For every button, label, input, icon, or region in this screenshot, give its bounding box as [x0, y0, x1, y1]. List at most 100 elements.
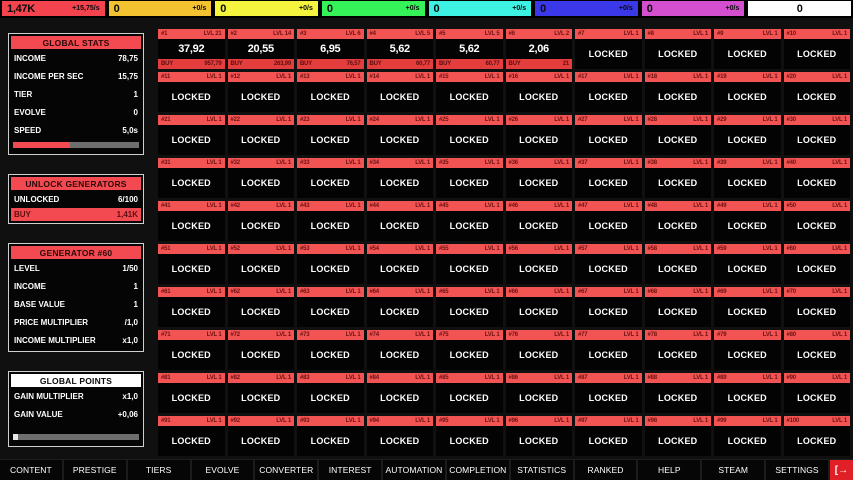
- generator-card[interactable]: #35 LVL 1 LOCKED: [436, 158, 503, 198]
- generator-card[interactable]: #14 LVL 1 LOCKED: [366, 72, 433, 112]
- generator-card[interactable]: #73 LVL 1 LOCKED: [297, 330, 364, 370]
- generator-card[interactable]: #59 LVL 1 LOCKED: [714, 244, 781, 284]
- generator-card[interactable]: #96 LVL 1 LOCKED: [505, 416, 572, 456]
- generator-card[interactable]: #26 LVL 1 LOCKED: [505, 115, 572, 155]
- generator-card[interactable]: #4 LVL 5 5,62 BUY 60,77: [366, 29, 433, 69]
- nav-button-ranked[interactable]: RANKED: [574, 460, 637, 480]
- generator-card[interactable]: #2 LVL 14 20,55 BUY 263,99: [227, 29, 294, 69]
- generator-card[interactable]: #34 LVL 1 LOCKED: [366, 158, 433, 198]
- generator-card[interactable]: #46 LVL 1 LOCKED: [505, 201, 572, 241]
- generator-card[interactable]: #1 LVL 21 37,92 BUY 957,79: [158, 29, 225, 69]
- generator-card[interactable]: #57 LVL 1 LOCKED: [575, 244, 642, 284]
- generator-card[interactable]: #42 LVL 1 LOCKED: [227, 201, 294, 241]
- generator-card[interactable]: #61 LVL 1 LOCKED: [158, 287, 225, 327]
- generator-card[interactable]: #68 LVL 1 LOCKED: [644, 287, 711, 327]
- generator-card[interactable]: #100 LVL 1 LOCKED: [783, 416, 850, 456]
- generator-card[interactable]: #58 LVL 1 LOCKED: [644, 244, 711, 284]
- generator-card[interactable]: #5 LVL 5 5,62 BUY 60,77: [436, 29, 503, 69]
- generator-card[interactable]: #83 LVL 1 LOCKED: [297, 373, 364, 413]
- generator-card[interactable]: #39 LVL 1 LOCKED: [714, 158, 781, 198]
- generator-card[interactable]: #17 LVL 1 LOCKED: [575, 72, 642, 112]
- generator-card[interactable]: #33 LVL 1 LOCKED: [297, 158, 364, 198]
- generator-card[interactable]: #80 LVL 1 LOCKED: [783, 330, 850, 370]
- generator-card[interactable]: #84 LVL 1 LOCKED: [366, 373, 433, 413]
- generator-card[interactable]: #21 LVL 1 LOCKED: [158, 115, 225, 155]
- generator-card[interactable]: #90 LVL 1 LOCKED: [783, 373, 850, 413]
- generator-card[interactable]: #45 LVL 1 LOCKED: [436, 201, 503, 241]
- generator-card[interactable]: #74 LVL 1 LOCKED: [366, 330, 433, 370]
- nav-button-settings[interactable]: SETTINGS: [766, 460, 828, 480]
- generator-card[interactable]: #40 LVL 1 LOCKED: [783, 158, 850, 198]
- generator-card[interactable]: #36 LVL 1 LOCKED: [505, 158, 572, 198]
- generator-card[interactable]: #78 LVL 1 LOCKED: [644, 330, 711, 370]
- generator-card[interactable]: #67 LVL 1 LOCKED: [575, 287, 642, 327]
- generator-card[interactable]: #37 LVL 1 LOCKED: [575, 158, 642, 198]
- nav-button-converter[interactable]: CONVERTER: [255, 460, 318, 480]
- generator-card[interactable]: #81 LVL 1 LOCKED: [158, 373, 225, 413]
- generator-card[interactable]: #6 LVL 2 2,06 BUY 21: [505, 29, 572, 69]
- exit-button[interactable]: [→: [829, 460, 853, 480]
- generator-card[interactable]: #49 LVL 1 LOCKED: [714, 201, 781, 241]
- generator-card[interactable]: #97 LVL 1 LOCKED: [575, 416, 642, 456]
- generator-card[interactable]: #55 LVL 1 LOCKED: [436, 244, 503, 284]
- generator-buy-button[interactable]: BUY 957,79: [158, 59, 225, 69]
- generator-card[interactable]: #66 LVL 1 LOCKED: [505, 287, 572, 327]
- generator-card[interactable]: #23 LVL 1 LOCKED: [297, 115, 364, 155]
- generator-card[interactable]: #10 LVL 1 LOCKED: [783, 29, 850, 69]
- generator-card[interactable]: #32 LVL 1 LOCKED: [227, 158, 294, 198]
- generator-card[interactable]: #11 LVL 1 LOCKED: [158, 72, 225, 112]
- generator-card[interactable]: #82 LVL 1 LOCKED: [227, 373, 294, 413]
- generator-card[interactable]: #60 LVL 1 LOCKED: [783, 244, 850, 284]
- nav-button-help[interactable]: HELP: [638, 460, 701, 480]
- buy-generator-button[interactable]: BUY 1,41K: [11, 208, 141, 221]
- generator-card[interactable]: #69 LVL 1 LOCKED: [714, 287, 781, 327]
- generator-card[interactable]: #7 LVL 1 LOCKED: [575, 29, 642, 69]
- generator-card[interactable]: #13 LVL 1 LOCKED: [297, 72, 364, 112]
- generator-card[interactable]: #99 LVL 1 LOCKED: [714, 416, 781, 456]
- generator-card[interactable]: #31 LVL 1 LOCKED: [158, 158, 225, 198]
- generator-card[interactable]: #53 LVL 1 LOCKED: [297, 244, 364, 284]
- generator-buy-button[interactable]: BUY 60,77: [366, 59, 433, 69]
- generator-card[interactable]: #8 LVL 1 LOCKED: [644, 29, 711, 69]
- nav-button-steam[interactable]: STEAM: [702, 460, 765, 480]
- generator-buy-button[interactable]: BUY 21: [505, 59, 572, 69]
- generator-card[interactable]: #65 LVL 1 LOCKED: [436, 287, 503, 327]
- generator-card[interactable]: #20 LVL 1 LOCKED: [783, 72, 850, 112]
- generator-card[interactable]: #70 LVL 1 LOCKED: [783, 287, 850, 327]
- generator-card[interactable]: #88 LVL 1 LOCKED: [644, 373, 711, 413]
- generator-card[interactable]: #98 LVL 1 LOCKED: [644, 416, 711, 456]
- generator-card[interactable]: #24 LVL 1 LOCKED: [366, 115, 433, 155]
- generator-card[interactable]: #27 LVL 1 LOCKED: [575, 115, 642, 155]
- generator-card[interactable]: #63 LVL 1 LOCKED: [297, 287, 364, 327]
- generator-card[interactable]: #85 LVL 1 LOCKED: [436, 373, 503, 413]
- generator-card[interactable]: #29 LVL 1 LOCKED: [714, 115, 781, 155]
- nav-button-interest[interactable]: INTEREST: [319, 460, 382, 480]
- generator-card[interactable]: #86 LVL 1 LOCKED: [505, 373, 572, 413]
- generator-card[interactable]: #71 LVL 1 LOCKED: [158, 330, 225, 370]
- generator-card[interactable]: #28 LVL 1 LOCKED: [644, 115, 711, 155]
- generator-card[interactable]: #56 LVL 1 LOCKED: [505, 244, 572, 284]
- generator-card[interactable]: #52 LVL 1 LOCKED: [227, 244, 294, 284]
- generator-card[interactable]: #72 LVL 1 LOCKED: [227, 330, 294, 370]
- generator-card[interactable]: #92 LVL 1 LOCKED: [227, 416, 294, 456]
- generator-card[interactable]: #94 LVL 1 LOCKED: [366, 416, 433, 456]
- generator-card[interactable]: #3 LVL 6 6,95 BUY 76,57: [297, 29, 364, 69]
- generator-buy-button[interactable]: BUY 76,57: [297, 59, 364, 69]
- generator-card[interactable]: #76 LVL 1 LOCKED: [505, 330, 572, 370]
- generator-card[interactable]: #12 LVL 1 LOCKED: [227, 72, 294, 112]
- nav-button-content[interactable]: CONTENT: [0, 460, 62, 480]
- generator-card[interactable]: #22 LVL 1 LOCKED: [227, 115, 294, 155]
- generator-card[interactable]: #91 LVL 1 LOCKED: [158, 416, 225, 456]
- generator-card[interactable]: #75 LVL 1 LOCKED: [436, 330, 503, 370]
- generator-card[interactable]: #30 LVL 1 LOCKED: [783, 115, 850, 155]
- generator-card[interactable]: #95 LVL 1 LOCKED: [436, 416, 503, 456]
- generator-card[interactable]: #50 LVL 1 LOCKED: [783, 201, 850, 241]
- nav-button-prestige[interactable]: PRESTIGE: [63, 460, 126, 480]
- nav-button-tiers[interactable]: TIERS: [127, 460, 190, 480]
- generator-card[interactable]: #89 LVL 1 LOCKED: [714, 373, 781, 413]
- generator-card[interactable]: #15 LVL 1 LOCKED: [436, 72, 503, 112]
- generator-card[interactable]: #44 LVL 1 LOCKED: [366, 201, 433, 241]
- generator-card[interactable]: #77 LVL 1 LOCKED: [575, 330, 642, 370]
- generator-buy-button[interactable]: BUY 60,77: [436, 59, 503, 69]
- generator-card[interactable]: #25 LVL 1 LOCKED: [436, 115, 503, 155]
